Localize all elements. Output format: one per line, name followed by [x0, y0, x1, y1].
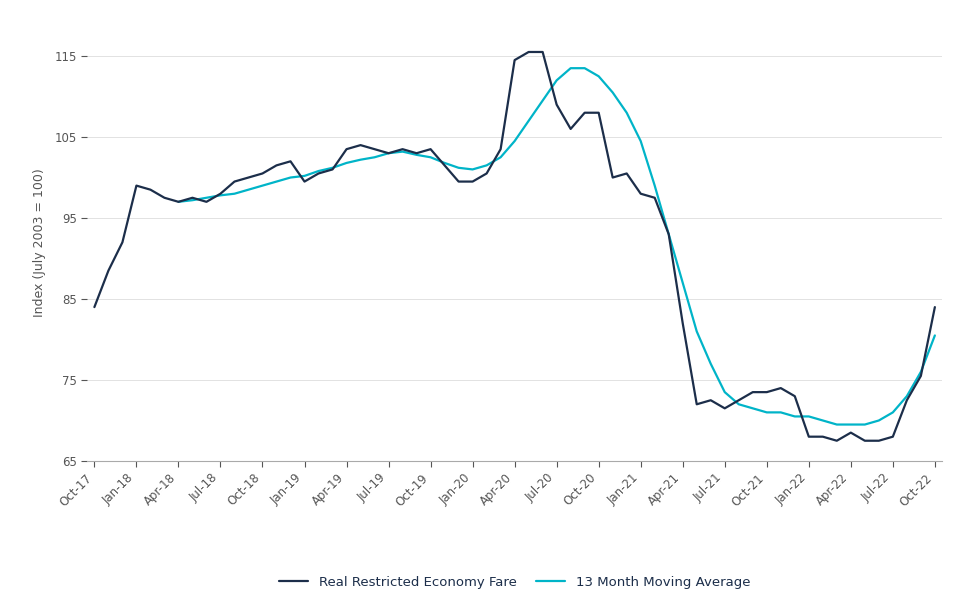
Real Restricted Economy Fare	[607, 174, 619, 181]
Line: 13 Month Moving Average: 13 Month Moving Average	[179, 68, 935, 424]
13 Month Moving Average	[817, 417, 828, 424]
Legend: Real Restricted Economy Fare, 13 Month Moving Average: Real Restricted Economy Fare, 13 Month M…	[274, 571, 755, 591]
Real Restricted Economy Fare	[285, 158, 296, 165]
13 Month Moving Average	[383, 150, 394, 157]
Real Restricted Economy Fare	[551, 101, 562, 108]
13 Month Moving Average	[285, 174, 296, 181]
Real Restricted Economy Fare	[256, 170, 268, 177]
Real Restricted Economy Fare	[383, 150, 394, 157]
Real Restricted Economy Fare	[929, 304, 941, 311]
13 Month Moving Average	[929, 332, 941, 339]
Real Restricted Economy Fare	[88, 304, 100, 311]
Real Restricted Economy Fare	[831, 437, 843, 444]
13 Month Moving Average	[537, 97, 549, 104]
Line: Real Restricted Economy Fare: Real Restricted Economy Fare	[94, 52, 935, 441]
13 Month Moving Average	[256, 182, 268, 189]
Real Restricted Economy Fare	[845, 429, 856, 436]
13 Month Moving Average	[593, 73, 605, 80]
Y-axis label: Index (July 2003 = 100): Index (July 2003 = 100)	[33, 168, 47, 317]
Real Restricted Economy Fare	[522, 48, 534, 56]
